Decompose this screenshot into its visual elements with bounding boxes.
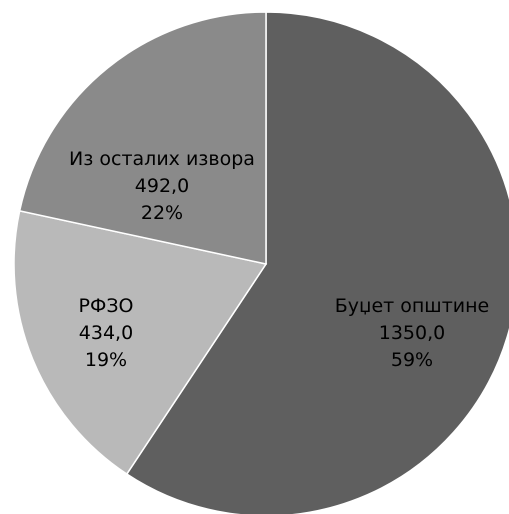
data-label-percent-2: 19% [85, 349, 127, 371]
pie-slice-1 [125, 11, 509, 514]
data-label-value-2: 434,0 [79, 322, 133, 344]
pie-slice-2 [13, 209, 268, 476]
data-label-value-1: 1350,0 [379, 322, 445, 344]
data-label-name-3: Из осталих извора [69, 148, 255, 170]
pie-slice-3 [18, 11, 267, 265]
pie-slices [13, 11, 509, 514]
data-label-percent-3: 22% [141, 202, 183, 224]
data-label-percent-1: 59% [391, 349, 433, 371]
data-label-name-1: Буџет општине [335, 295, 489, 317]
pie-data-labels: Буџет општине 1350,0 59% РФЗО 434,0 19% Из ост… [69, 148, 489, 371]
data-label-name-2: РФЗО [79, 295, 134, 317]
data-label-value-3: 492,0 [135, 175, 189, 197]
